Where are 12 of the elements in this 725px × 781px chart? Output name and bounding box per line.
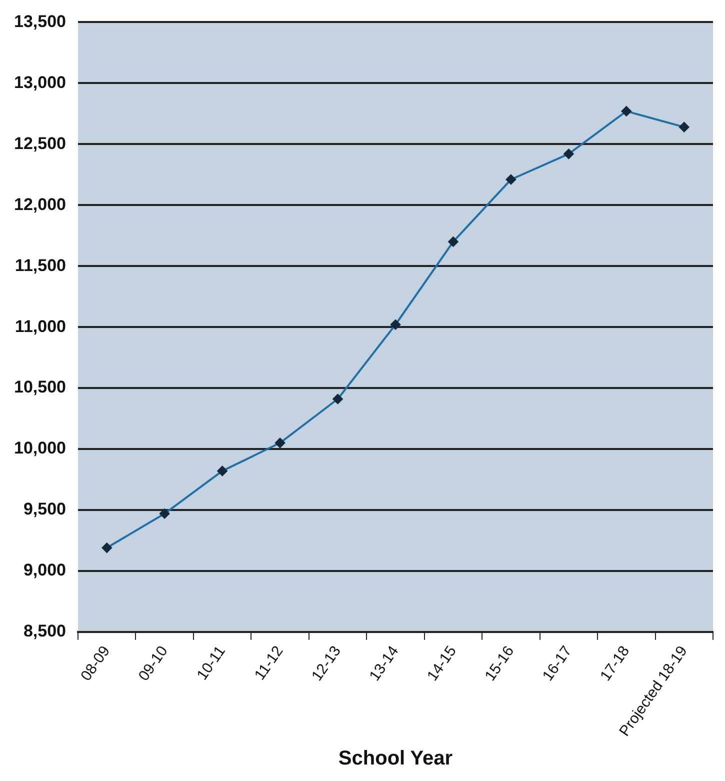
y-tick-label: 8,500: [23, 622, 66, 641]
y-tick-label: 12,000: [14, 194, 66, 214]
x-axis-title: School Year: [338, 748, 453, 770]
y-tick-label: 13,500: [14, 12, 66, 31]
y-tick-label: 11,000: [14, 316, 66, 336]
y-tick-label: 12,500: [14, 134, 66, 153]
y-tick-label: 11,500: [14, 256, 66, 275]
y-tick-label: 10,000: [14, 438, 66, 458]
y-tick-label: 9,500: [23, 500, 66, 519]
y-tick-label: 9,000: [23, 560, 66, 580]
y-tick-label: 10,500: [14, 378, 66, 397]
y-tick-label: 13,000: [14, 72, 66, 92]
